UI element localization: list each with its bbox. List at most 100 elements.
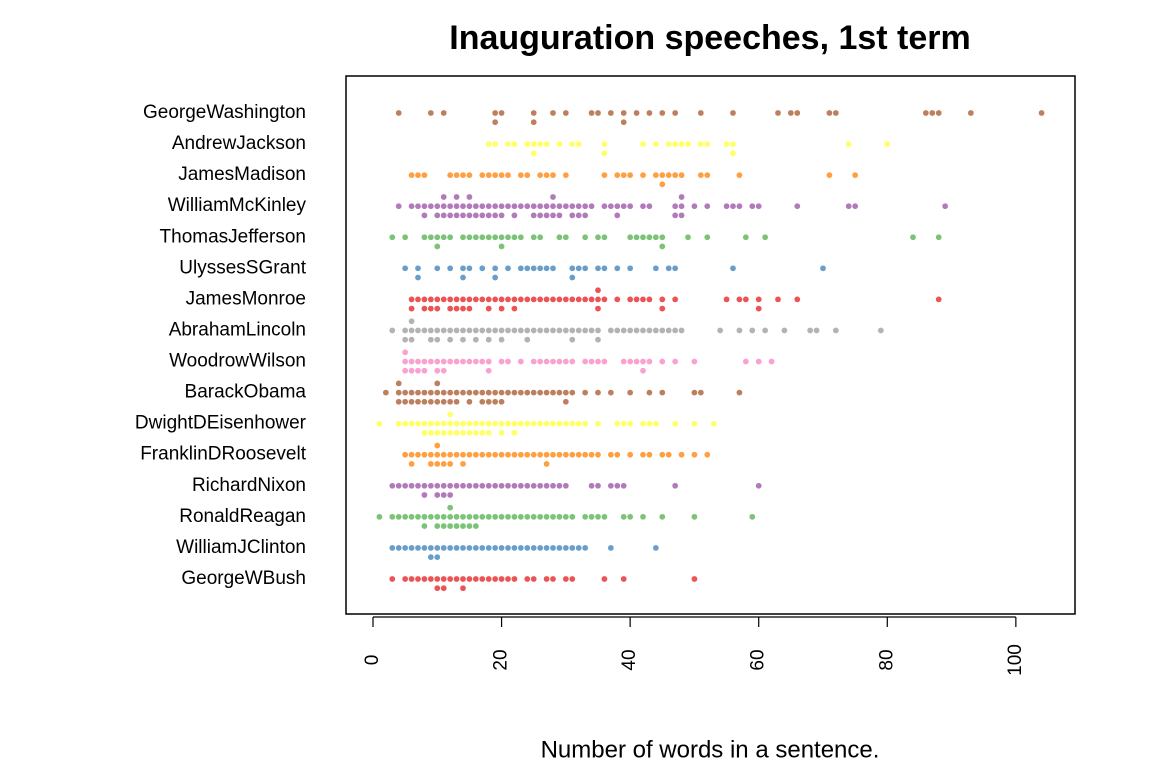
point [536, 140, 544, 148]
point [446, 358, 454, 365]
point [427, 451, 435, 459]
point [433, 522, 441, 530]
point [401, 327, 409, 334]
point [466, 212, 473, 219]
point [466, 193, 473, 201]
point [485, 482, 493, 490]
point [433, 420, 441, 428]
point [511, 305, 518, 312]
point [433, 367, 441, 375]
point [536, 513, 544, 521]
point [620, 109, 628, 117]
category-label: JamesMadison [178, 164, 306, 185]
point [588, 327, 595, 334]
point [530, 513, 538, 521]
point [466, 296, 473, 303]
point [498, 544, 505, 552]
point [440, 544, 448, 552]
point [1038, 109, 1045, 117]
point [453, 420, 460, 428]
point [626, 358, 634, 365]
point [517, 420, 525, 428]
point [658, 305, 666, 312]
point [665, 327, 673, 334]
point [433, 336, 441, 344]
point [633, 233, 640, 241]
point [453, 544, 460, 552]
point [845, 140, 853, 148]
point [504, 389, 512, 396]
point [530, 327, 538, 334]
point [511, 513, 518, 521]
point [549, 482, 557, 490]
point [543, 513, 550, 521]
point [755, 296, 763, 303]
point [646, 358, 653, 365]
point [485, 451, 493, 459]
point [658, 243, 666, 250]
x-tick-label: 20 [491, 649, 512, 670]
point [459, 544, 467, 552]
point [459, 212, 467, 219]
point [414, 389, 422, 396]
point [427, 553, 435, 561]
point [427, 513, 435, 521]
point [414, 264, 422, 272]
point [523, 296, 531, 303]
point [607, 389, 615, 396]
point [755, 305, 763, 312]
point [498, 429, 505, 437]
point [433, 389, 441, 396]
point [588, 513, 595, 521]
point [594, 286, 602, 294]
point [401, 544, 409, 552]
point [395, 389, 403, 396]
point [575, 264, 583, 272]
point [594, 482, 602, 490]
point [658, 109, 666, 117]
point [472, 522, 480, 530]
point [421, 367, 428, 375]
point [421, 482, 428, 490]
point [620, 358, 628, 365]
point [652, 327, 660, 334]
point [671, 358, 679, 365]
point [453, 429, 460, 437]
point [620, 118, 628, 126]
point [498, 482, 505, 490]
point [530, 149, 538, 157]
point [511, 327, 518, 334]
point [601, 264, 608, 272]
point [472, 482, 480, 490]
point [414, 482, 422, 490]
point [697, 109, 705, 117]
point [453, 212, 460, 219]
point [826, 109, 833, 117]
point [408, 305, 415, 312]
point [478, 389, 486, 396]
point [446, 264, 454, 272]
point [671, 327, 679, 334]
point [446, 171, 454, 179]
point [498, 358, 505, 365]
point [421, 513, 428, 521]
category-label: AndrewJackson [172, 133, 306, 154]
point [433, 243, 441, 250]
point [517, 202, 525, 210]
point [498, 327, 505, 334]
point [581, 451, 589, 459]
point [459, 233, 467, 241]
point [832, 327, 840, 334]
point [511, 389, 518, 396]
point [543, 202, 550, 210]
point [523, 202, 531, 210]
point [633, 327, 640, 334]
point [401, 389, 409, 396]
point [568, 544, 576, 552]
point [472, 513, 480, 521]
point [568, 202, 576, 210]
point [485, 389, 493, 396]
point [523, 140, 531, 148]
point [459, 451, 467, 459]
point [427, 398, 435, 406]
